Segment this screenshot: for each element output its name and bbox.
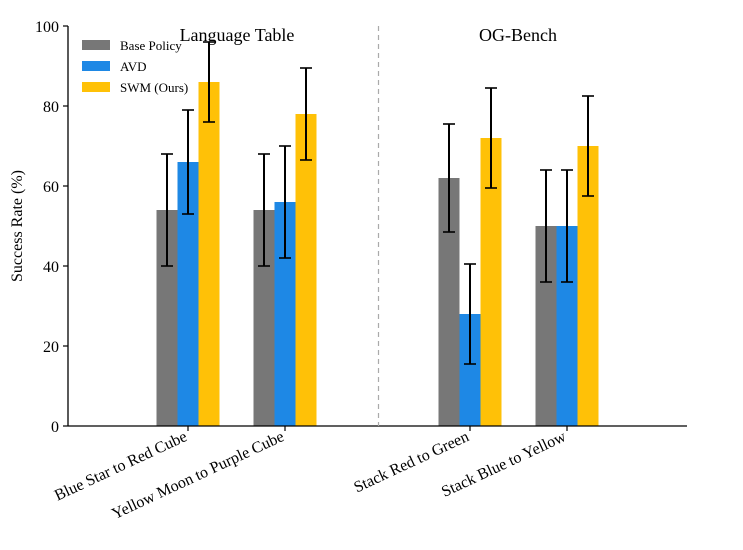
y-tick-label: 20 [43,339,59,356]
errorbar-base-policy-blue-star-to-red-cube [161,153,173,267]
y-tick-label: 60 [43,179,59,196]
legend-item-swm-ours: SWM (Ours) [82,80,188,95]
legend-swatch [82,61,110,71]
legend-swatch [82,82,110,92]
y-tick-label: 40 [43,259,59,276]
group-title-og-bench: OG-Bench [479,25,557,45]
errorbar-avd-stack-blue-to-yellow [561,169,573,283]
legend: Base Policy AVD SWM (Ours) [82,38,188,95]
legend-item-base-policy: Base Policy [82,38,182,53]
bar-base-policy-stack-red-to-green [438,178,460,426]
errorbar-swm-ours-stack-red-to-green [485,87,497,189]
bar-base-policy-yellow-moon-to-purple-cube [253,210,275,426]
bar-base-policy-blue-star-to-red-cube [156,210,178,426]
bar-swm-ours-stack-red-to-green [480,138,502,426]
y-tick-label: 100 [35,19,59,36]
y-ticks: 0 20 40 60 80 100 [35,19,68,436]
bar-swm-ours-blue-star-to-red-cube [198,82,220,426]
bar-swm-ours-yellow-moon-to-purple-cube [295,114,317,426]
y-tick-label: 0 [51,419,59,436]
bar-avd-stack-blue-to-yellow [556,226,578,426]
legend-item-avd: AVD [82,59,147,74]
errorbars-layer [161,41,594,365]
legend-swatch [82,40,110,50]
bars-layer [156,82,599,426]
errorbar-swm-ours-blue-star-to-red-cube [203,41,215,123]
errorbar-base-policy-yellow-moon-to-purple-cube [258,153,270,267]
group-title-language-table: Language Table [180,25,295,45]
legend-label: AVD [120,59,147,74]
bar-avd-blue-star-to-red-cube [177,162,199,426]
bar-avd-stack-red-to-green [459,314,481,426]
errorbar-avd-yellow-moon-to-purple-cube [279,145,291,259]
errorbar-avd-stack-red-to-green [464,263,476,365]
y-axis-label: Success Rate (%) [9,170,26,282]
errorbar-swm-ours-yellow-moon-to-purple-cube [300,67,312,161]
axes [67,26,687,427]
legend-label: Base Policy [120,38,182,53]
x-tick-label-yellow-moon-to-purple-cube: Yellow Moon to Purple Cube [109,428,286,523]
bar-base-policy-stack-blue-to-yellow [535,226,557,426]
errorbar-swm-ours-stack-blue-to-yellow [582,95,594,197]
errorbar-avd-blue-star-to-red-cube [182,109,194,215]
errorbar-base-policy-stack-red-to-green [443,123,455,233]
legend-label: SWM (Ours) [120,80,188,95]
y-tick-label: 80 [43,99,59,116]
errorbar-base-policy-stack-blue-to-yellow [540,169,552,283]
bar-swm-ours-stack-blue-to-yellow [577,146,599,426]
